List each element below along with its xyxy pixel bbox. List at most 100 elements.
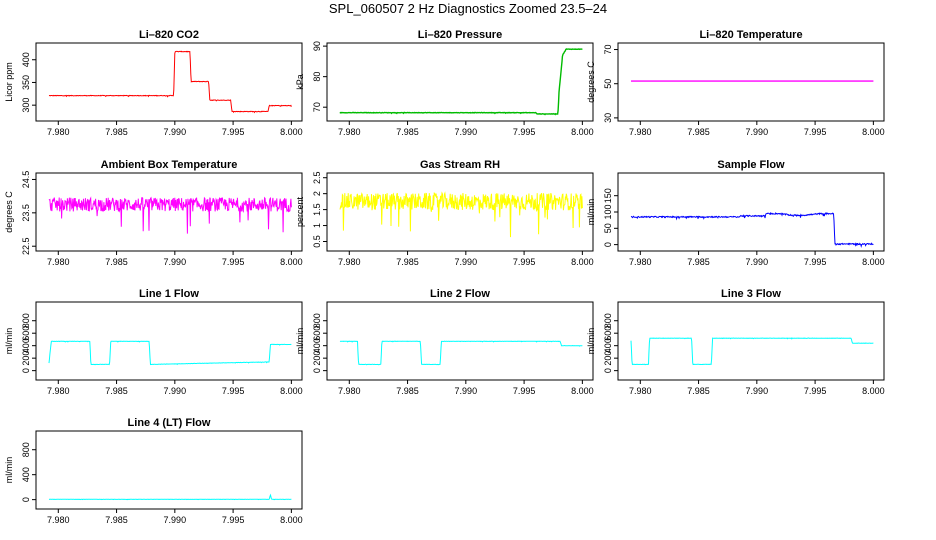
x-tick-label: 7.995 — [513, 127, 536, 137]
y-tick-label: 80 — [312, 72, 322, 82]
y-tick-label: 24.5 — [21, 171, 31, 189]
y-tick-label: 0 — [603, 242, 613, 247]
y-axis-label: ml/min — [4, 457, 14, 484]
x-tick-label: 7.990 — [455, 386, 478, 396]
y-tick-label: 70 — [312, 102, 322, 112]
y-axis-label: degrees C — [4, 191, 14, 233]
y-tick-label: 200 — [21, 351, 31, 366]
series-line — [339, 48, 583, 116]
x-tick-label: 7.990 — [164, 257, 187, 267]
x-tick-label: 8.000 — [862, 386, 885, 396]
plot-frame — [35, 301, 303, 381]
series-line — [48, 340, 292, 366]
chart-panel-7: Line 1 Flow ml/min 7.980 7.985 7.990 7.995 8.0… — [4, 288, 303, 396]
x-tick-label: 7.995 — [222, 515, 245, 525]
panel-title: Line 4 (LT) Flow — [128, 417, 211, 429]
x-tick-label: 7.985 — [396, 257, 419, 267]
x-tick-label: 7.995 — [222, 257, 245, 267]
y-tick-label: 90 — [312, 41, 322, 51]
x-tick-label: 8.000 — [571, 386, 594, 396]
chart-panel-10: Line 4 (LT) Flow ml/min 7.980 7.985 7.990 7.9… — [4, 417, 303, 525]
panel-title: Line 3 Flow — [721, 288, 781, 300]
y-axis-label: Licor ppm — [4, 62, 14, 102]
x-tick-label: 8.000 — [571, 127, 594, 137]
x-tick-label: 7.995 — [804, 127, 827, 137]
y-tick-label: 400 — [21, 52, 31, 67]
y-axis-label: degrees C — [586, 61, 596, 103]
x-tick-label: 7.980 — [629, 386, 652, 396]
y-tick-label: 70 — [603, 45, 613, 55]
panel-title: Gas Stream RH — [420, 159, 500, 171]
x-tick-label: 7.990 — [164, 127, 187, 137]
x-tick-label: 7.990 — [746, 127, 769, 137]
x-tick-label: 7.985 — [105, 386, 128, 396]
y-tick-label: 22.5 — [21, 237, 31, 255]
y-tick-label: 0 — [603, 368, 613, 373]
y-tick-label: 30 — [603, 113, 613, 123]
panel-title: Ambient Box Temperature — [101, 159, 238, 171]
y-axis-label: kPa — [295, 74, 305, 90]
plot-frame — [617, 301, 885, 381]
y-tick-label: 0 — [312, 368, 322, 373]
x-tick-label: 7.990 — [455, 127, 478, 137]
chart-panel-8: Line 2 Flow ml/min 7.980 7.985 7.990 7.995 8.0… — [295, 288, 594, 396]
x-tick-label: 7.980 — [47, 257, 70, 267]
y-tick-label: 400 — [21, 467, 31, 482]
x-tick-label: 7.995 — [513, 257, 536, 267]
x-tick-label: 7.995 — [804, 386, 827, 396]
x-tick-label: 7.990 — [164, 515, 187, 525]
chart-panel-4: Ambient Box Temperature degrees C 7.980 7.9… — [4, 159, 303, 267]
chart-panel-3: Li–820 Temperature degrees C 7.980 7.985 7.9… — [586, 29, 885, 137]
y-tick-label: 800 — [603, 313, 613, 328]
y-tick-label: 2 — [312, 191, 322, 196]
y-tick-label: 600 — [312, 326, 322, 341]
x-tick-label: 7.980 — [47, 386, 70, 396]
series-line — [630, 337, 874, 366]
x-tick-label: 8.000 — [571, 257, 594, 267]
x-tick-label: 7.990 — [164, 386, 187, 396]
y-tick-label: 2.5 — [312, 171, 322, 184]
x-tick-label: 7.985 — [396, 127, 419, 137]
series-line — [630, 211, 874, 249]
y-tick-label: 50 — [603, 79, 613, 89]
plot-frame — [35, 172, 303, 252]
x-tick-label: 7.980 — [338, 257, 361, 267]
x-tick-label: 7.995 — [804, 257, 827, 267]
panel-title: Li–820 Pressure — [418, 29, 502, 41]
y-axis-label: percent — [295, 196, 305, 227]
chart-panel-2: Li–820 Pressure kPa 7.980 7.985 7.990 7.995 8.… — [295, 29, 594, 137]
chart-panel-6: Sample Flow ml/min 7.980 7.985 7.990 7.995 8.0… — [586, 159, 885, 267]
y-tick-label: 100 — [603, 204, 613, 219]
x-tick-label: 7.990 — [455, 257, 478, 267]
chart-panel-1: Li–820 CO2 Licor ppm 7.980 7.985 7.990 7.995 8… — [4, 29, 303, 137]
panel-title: Li–820 CO2 — [139, 29, 199, 41]
y-tick-label: 0.5 — [312, 235, 322, 248]
plot-frame — [326, 172, 594, 252]
y-tick-label: 200 — [603, 351, 613, 366]
y-axis-label: ml/min — [295, 328, 305, 355]
x-tick-label: 7.980 — [338, 386, 361, 396]
page-title: SPL_060507 2 Hz Diagnostics Zoomed 23.5–… — [328, 1, 608, 16]
x-tick-label: 7.990 — [746, 386, 769, 396]
y-tick-label: 200 — [312, 351, 322, 366]
y-axis-label: ml/min — [586, 328, 596, 355]
series-line — [339, 340, 583, 366]
x-tick-label: 7.985 — [105, 127, 128, 137]
y-tick-label: 800 — [21, 313, 31, 328]
y-tick-label: 350 — [21, 75, 31, 90]
x-tick-label: 7.980 — [629, 257, 652, 267]
x-tick-label: 8.000 — [280, 515, 303, 525]
panel-title: Li–820 Temperature — [699, 29, 802, 41]
panel-title: Line 1 Flow — [139, 288, 199, 300]
plot-frame — [617, 172, 885, 252]
chart-panel-5: Gas Stream RH percent 7.980 7.985 7.990 7.995… — [295, 159, 594, 267]
x-tick-label: 7.995 — [222, 386, 245, 396]
x-tick-label: 7.980 — [47, 515, 70, 525]
panel-title: Sample Flow — [717, 159, 785, 171]
x-tick-label: 7.995 — [513, 386, 536, 396]
x-tick-label: 7.985 — [687, 257, 710, 267]
y-tick-label: 400 — [21, 338, 31, 353]
y-tick-label: 50 — [603, 223, 613, 233]
x-tick-label: 8.000 — [280, 257, 303, 267]
series-line — [339, 191, 583, 238]
